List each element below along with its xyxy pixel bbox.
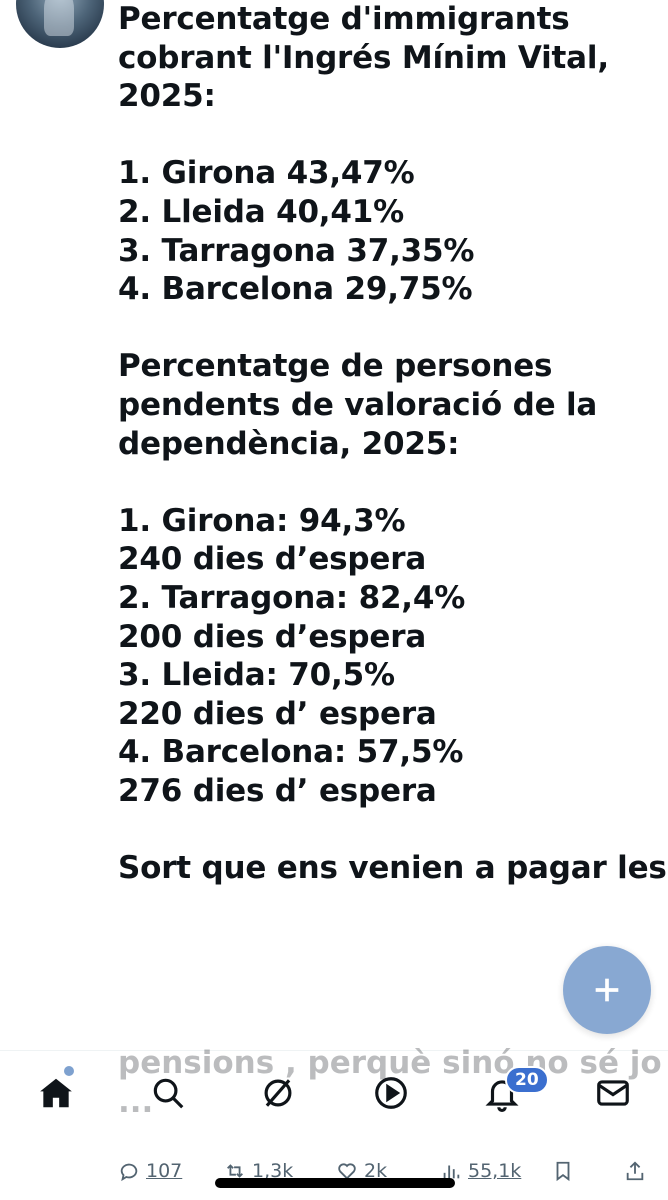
plus-icon xyxy=(595,978,619,1002)
repost-count: 1,3k xyxy=(252,1160,294,1182)
post-line: dependència, 2025: xyxy=(118,425,460,462)
post-line: cobrant l'Ingrés Mínim Vital, xyxy=(118,39,609,76)
home-unread-dot xyxy=(64,1066,74,1076)
post-blank-line xyxy=(118,309,663,348)
post-text: Percentatge d'immigrants cobrant l'Ingré… xyxy=(118,0,667,888)
compose-button[interactable] xyxy=(563,946,651,1034)
post-line: 220 dies d’ espera xyxy=(118,695,437,732)
post-line: pendents de valoració de la xyxy=(118,386,598,423)
reply-count: 107 xyxy=(146,1160,183,1182)
post-line: 4. Barcelona: 57,5% xyxy=(118,734,464,771)
post-blank-line xyxy=(118,810,663,849)
views-count: 55,1k xyxy=(468,1160,522,1182)
search-icon[interactable] xyxy=(146,1071,190,1115)
post-line: Percentatge d'immigrants xyxy=(118,1,570,37)
post-line: 3. Tarragona 37,35% xyxy=(118,232,475,269)
post-line: 1. Girona 43,47% xyxy=(118,155,415,192)
bottom-tab-bar xyxy=(0,1050,668,1147)
post-line: 2025: xyxy=(118,78,216,115)
bookmark-button[interactable] xyxy=(552,1160,574,1182)
post-line: 4. Barcelona 29,75% xyxy=(118,271,473,308)
post-line: 240 dies d’espera xyxy=(118,541,427,578)
post-line: Sort que ens venien a pagar les xyxy=(118,850,667,887)
grok-icon[interactable] xyxy=(256,1071,300,1115)
reply-button[interactable]: 107 xyxy=(118,1160,182,1182)
play-icon[interactable] xyxy=(369,1071,413,1115)
notifications-badge: 20 xyxy=(505,1066,549,1094)
like-button[interactable]: 2k xyxy=(336,1160,387,1182)
post-line: pensions , perquè sinó no sé jo xyxy=(118,1045,662,1081)
reply-icon xyxy=(120,1163,138,1182)
post-blank-line xyxy=(118,463,663,502)
post-line: 2. Tarragona: 82,4% xyxy=(118,579,466,616)
heart-icon xyxy=(338,1163,356,1180)
avatar[interactable] xyxy=(16,0,104,48)
post-blank-line xyxy=(118,116,663,155)
post-line: 1. Girona: 94,3% xyxy=(118,502,406,539)
post-line: 3. Lleida: 70,5% xyxy=(118,657,395,694)
post-line: Percentatge de persones xyxy=(118,348,553,385)
post-actions: 107 1,3k 2k 55,1k xyxy=(0,1150,668,1194)
post-line: 2. Lleida 40,41% xyxy=(118,193,404,230)
home-icon[interactable] xyxy=(34,1071,78,1115)
post-text-continued: pensions , perquè sinó no sé jo ... xyxy=(118,1044,663,1121)
post-line: 200 dies d’espera xyxy=(118,618,427,655)
repost-icon xyxy=(227,1164,243,1178)
home-indicator xyxy=(215,1178,455,1188)
mail-icon[interactable] xyxy=(591,1071,635,1115)
share-icon xyxy=(626,1161,644,1181)
views-icon xyxy=(443,1165,460,1179)
repost-button[interactable]: 1,3k xyxy=(224,1160,293,1182)
bookmark-icon xyxy=(556,1161,570,1182)
like-count: 2k xyxy=(364,1160,388,1182)
share-button[interactable] xyxy=(624,1160,646,1182)
views-button[interactable]: 55,1k xyxy=(440,1160,521,1182)
post-line: 276 dies d’ espera xyxy=(118,772,437,809)
post-line: ... xyxy=(118,1083,154,1120)
